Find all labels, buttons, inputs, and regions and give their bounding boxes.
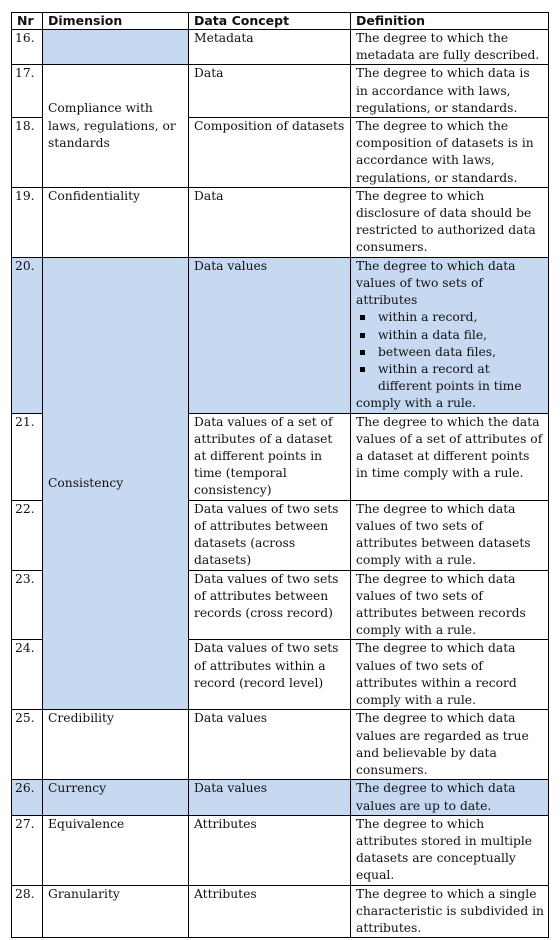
table-row: 21. Data values of a set of attributes o… [11, 412, 549, 501]
row-dimension: Granularity [42, 884, 189, 939]
table-row: 20. Consistency Data values The degree t… [11, 256, 549, 711]
row-dimension [42, 28, 189, 66]
row-nr: 23. [11, 569, 43, 641]
row-definition: The degree to which data is in accordanc… [350, 64, 549, 119]
row-dimension: Confidentiality [42, 186, 189, 258]
row-definition: The degree to which the metadata are ful… [350, 28, 549, 66]
table-row: 24. Data values of two sets of attribute… [11, 639, 549, 711]
row-data-concept: Data values of two sets of attributes be… [188, 499, 351, 571]
row-nr: 27. [11, 814, 43, 886]
table-row: 23. Data values of two sets of attribute… [11, 569, 549, 641]
header-data-concept: Data Concept [188, 12, 351, 30]
list-item: within a record, [360, 309, 544, 326]
row-definition: The degree to which data values are up t… [350, 779, 549, 816]
table-row: 19. Confidentiality Data The degree to w… [11, 186, 549, 258]
definition-bullet-list: within a record, within a data file, bet… [356, 309, 544, 395]
row-definition: The degree to which data values of two s… [350, 256, 549, 414]
row-nr: 20. [11, 256, 43, 414]
row-dimension: Equivalence [42, 814, 189, 886]
table-row: 18. Composition of datasets The degree t… [11, 117, 549, 188]
row-data-concept: Data [188, 186, 351, 258]
row-nr: 22. [11, 499, 43, 571]
row-data-concept: Composition of datasets [188, 117, 351, 188]
row-data-concept: Data values [188, 256, 351, 414]
row-definition: The degree to which data values of two s… [350, 639, 549, 711]
row-dimension: Currency [42, 779, 189, 816]
row-nr: 19. [11, 186, 43, 258]
row-nr: 25. [11, 709, 43, 781]
dimension-consistency: Consistency [42, 256, 189, 711]
row-data-concept: Data values of a set of attributes of a … [188, 412, 351, 501]
row-nr: 26. [11, 779, 43, 816]
row-definition: The degree to which attributes stored in… [350, 814, 549, 886]
row-data-concept: Data values [188, 709, 351, 781]
row-definition: The degree to which data values of two s… [350, 499, 549, 571]
list-item: within a record at different points in t… [360, 361, 544, 395]
row-definition: The degree to which data values are rega… [350, 709, 549, 781]
row-data-concept: Data values [188, 779, 351, 816]
header-dimension: Dimension [42, 12, 189, 30]
row-data-concept: Data values of two sets of attributes be… [188, 569, 351, 641]
header-row: Nr Dimension Data Concept Definition [11, 12, 549, 30]
dimension-compliance: Compliance with laws, regulations, or st… [42, 64, 189, 188]
row-nr: 18. [11, 117, 43, 188]
row-definition: The degree to which data values of two s… [350, 569, 549, 641]
table-row: 16. Metadata The degree to which the met… [11, 28, 549, 66]
row-nr: 16. [11, 28, 43, 66]
list-item: between data files, [360, 344, 544, 361]
header-definition: Definition [350, 12, 549, 30]
list-item: within a data file, [360, 327, 544, 344]
header-nr: Nr [11, 12, 43, 30]
row-definition: The degree to which the data values of a… [350, 412, 549, 501]
table-row: 27. Equivalence Attributes The degree to… [11, 814, 549, 886]
table-container: Nr Dimension Data Concept Definition 16.… [11, 12, 549, 939]
row-nr: 28. [11, 884, 43, 939]
table-row: 17. Compliance with laws, regulations, o… [11, 64, 549, 188]
row-definition: The degree to which the composition of d… [350, 117, 549, 188]
row-definition: The degree to which a single characteris… [350, 884, 549, 939]
row-data-concept: Data [188, 64, 351, 119]
table-row: 26. Currency Data values The degree to w… [11, 779, 549, 816]
row-definition: The degree to which disclosure of data s… [350, 186, 549, 258]
row-nr: 17. [11, 64, 43, 119]
data-quality-dimensions-table: Nr Dimension Data Concept Definition 16.… [11, 12, 549, 939]
table-row: 28. Granularity Attributes The degree to… [11, 884, 549, 939]
row-nr: 24. [11, 639, 43, 711]
row-nr: 21. [11, 412, 43, 501]
row-dimension: Credibility [42, 709, 189, 781]
row-data-concept: Attributes [188, 884, 351, 939]
table-row: 25. Credibility Data values The degree t… [11, 709, 549, 781]
definition-intro: The degree to which data values of two s… [356, 258, 516, 308]
row-data-concept: Data values of two sets of attributes wi… [188, 639, 351, 711]
definition-outro: comply with a rule. [356, 396, 476, 411]
row-data-concept: Metadata [188, 28, 351, 66]
row-data-concept: Attributes [188, 814, 351, 886]
table-row: 22. Data values of two sets of attribute… [11, 499, 549, 571]
